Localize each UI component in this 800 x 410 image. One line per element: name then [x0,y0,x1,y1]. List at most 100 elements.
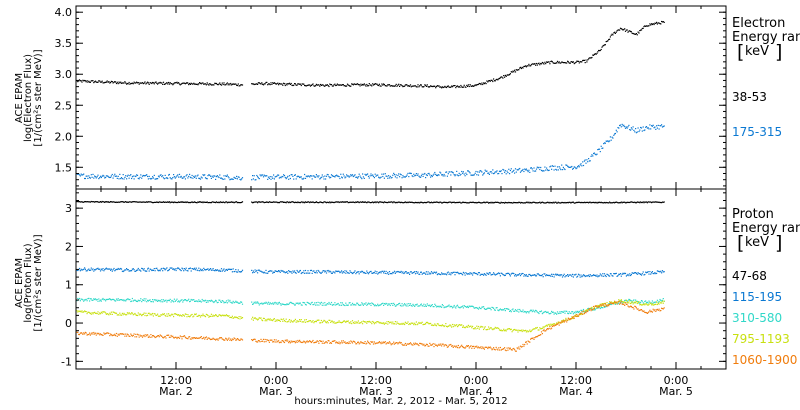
proton-data-point [584,202,586,204]
electron-data-point [593,54,595,56]
electron-data-point [297,175,299,177]
electron-data-point [551,60,553,62]
proton-data-point [311,201,313,203]
proton-data-point [111,298,113,301]
electron-data-point [351,174,354,176]
proton-data-point [630,302,632,305]
proton-data-point [446,344,448,347]
proton-data-point [479,347,481,349]
proton-data-point [539,274,541,277]
proton-data-point [106,332,108,334]
proton-data-point [621,303,623,305]
proton-data-point [638,309,640,312]
proton-data-point [287,340,289,342]
electron-data-point [535,64,537,66]
electron-data-point [365,174,367,176]
proton-data-point [134,270,136,272]
proton-data-point [472,274,474,276]
proton-data-point [508,272,510,275]
proton-data-point [530,202,532,204]
proton-data-point [236,201,238,203]
proton-data-point [225,269,227,271]
proton-data-point [235,269,237,271]
electron-data-point [660,125,662,127]
proton-data-point [571,316,573,318]
proton-data-point [124,269,126,271]
proton-data-point [232,268,234,270]
proton-data-point [191,313,193,316]
electron-data-point [141,82,143,84]
proton-data-point [150,268,152,271]
electron-data-point [662,21,664,23]
proton-data-point [446,306,448,308]
proton-data-point [517,308,519,311]
proton-data-point [290,301,292,304]
proton-data-point [582,311,584,313]
proton-data-point [344,304,346,307]
proton-data-point [173,201,175,203]
electron-data-point [505,75,507,77]
proton-data-point [305,201,307,203]
proton-data-point [640,201,643,204]
proton-data-point [152,301,154,303]
proton-data-point [471,272,473,274]
proton-data-point [498,327,500,330]
proton-data-point [559,311,561,313]
proton-data-point [79,201,81,203]
proton-data-point [126,335,128,337]
proton-data-point [438,324,440,326]
proton-data-point [229,201,231,203]
electron-data-point [141,82,144,84]
electron-data-point [83,173,85,175]
electron-data-point [649,124,651,126]
proton-data-point [280,269,282,272]
proton-data-point [496,348,498,350]
proton-data-point [473,202,475,204]
proton-data-point [661,202,663,204]
electron-data-point [94,176,97,178]
proton-data-point [577,201,580,203]
proton-data-point [420,303,422,305]
proton-data-point [464,274,466,276]
electron-data-point [466,173,468,176]
proton-data-point [299,320,301,322]
electron-data-point [561,169,564,171]
electron-data-point [89,81,91,83]
proton-data-point [351,342,354,344]
proton-data-point [199,316,202,318]
proton-data-point [351,302,354,304]
proton-data-point [514,310,516,312]
electron-data-point [103,175,105,177]
proton-data-point [211,269,213,271]
proton-data-point [456,326,459,328]
proton-data-point [516,274,518,276]
proton-data-point [325,341,327,343]
electron-data-point [452,85,454,87]
proton-data-point [612,302,614,305]
proton-data-point [141,267,143,269]
proton-data-point [394,202,396,204]
proton-data-point [211,338,213,340]
proton-data-point [640,273,642,275]
electron-data-point [172,177,174,179]
proton-data-point [399,302,401,304]
proton-data-point [323,319,325,321]
electron-data-point [612,137,614,139]
proton-series-115-195 [76,267,665,278]
proton-data-point [489,327,491,329]
electron-data-point [162,175,164,177]
proton-data-point [100,311,102,313]
proton-data-point [602,304,604,306]
proton-data-point [499,202,501,204]
proton-data-point [340,321,342,324]
proton-data-point [486,308,488,310]
electron-data-point [552,165,554,167]
proton-data-point [254,317,256,319]
electron-data-point [151,177,153,180]
proton-data-point [383,270,385,272]
electron-data-point [226,174,228,176]
proton-data-point [475,328,477,330]
proton-data-point [609,303,611,306]
proton-data-point [203,267,205,269]
proton-data-point [219,337,221,339]
